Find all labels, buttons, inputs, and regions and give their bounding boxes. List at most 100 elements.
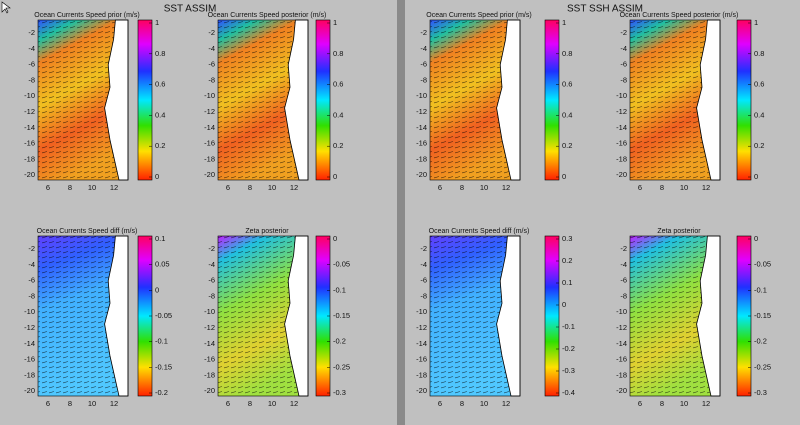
y-tick-label: -16	[24, 355, 35, 364]
y-tick-label: -4	[620, 260, 627, 269]
y-tick-label: -12	[616, 107, 627, 116]
y-tick-label: -18	[24, 370, 35, 379]
y-tick-label: -20	[416, 170, 427, 179]
colorbar-label: 0.2	[562, 141, 572, 150]
colorbar	[137, 19, 153, 181]
colorbar-label: -0.2	[562, 344, 575, 353]
x-tick-label: 12	[502, 183, 510, 192]
colorbar-label: -0.2	[333, 337, 346, 346]
y-tick-label: -14	[24, 123, 35, 132]
colorbar-label: 0.6	[333, 80, 343, 89]
colorbar-label: 0.8	[155, 49, 165, 58]
colorbar-label: 0.6	[754, 80, 764, 89]
colorbar-label: 0.2	[754, 141, 764, 150]
y-tick-label: -2	[420, 244, 427, 253]
y-tick-label: -16	[24, 139, 35, 148]
x-tick-label: 6	[226, 399, 230, 408]
colorbar-label: -0.3	[562, 366, 575, 375]
y-tick-label: -12	[24, 323, 35, 332]
y-tick-label: -14	[204, 339, 215, 348]
x-tick-label: 6	[226, 183, 230, 192]
y-tick-label: -4	[620, 44, 627, 53]
colorbar	[315, 19, 331, 181]
y-tick-label: -4	[208, 44, 215, 53]
y-tick-label: -18	[204, 154, 215, 163]
colorbar-label: 0.4	[155, 110, 165, 119]
colorbar-label: 0.05	[155, 260, 170, 269]
x-tick-label: 8	[460, 183, 464, 192]
x-tick-label: 6	[46, 183, 50, 192]
x-tick-label: 8	[660, 399, 664, 408]
x-tick-label: 12	[702, 399, 710, 408]
y-tick-label: -8	[28, 291, 35, 300]
y-tick-label: -12	[204, 107, 215, 116]
colorbar-label: 1	[333, 18, 337, 27]
y-tick-label: -14	[616, 339, 627, 348]
colorbar-label: -0.1	[562, 322, 575, 331]
x-tick-label: 10	[88, 399, 96, 408]
panel-title: Zeta posterior	[657, 228, 701, 235]
y-tick-label: -8	[208, 75, 215, 84]
panel-title: Ocean Currents Speed posterior (m/s)	[208, 12, 327, 19]
y-tick-label: -2	[420, 28, 427, 37]
y-tick-label: -16	[416, 139, 427, 148]
y-tick-label: -2	[208, 244, 215, 253]
y-tick-label: -10	[616, 307, 627, 316]
x-tick-label: 8	[460, 399, 464, 408]
map-frame	[217, 235, 309, 397]
map-frame	[629, 235, 721, 397]
colorbar	[544, 235, 560, 397]
colorbar-label: 1	[562, 18, 566, 27]
x-tick-label: 8	[248, 399, 252, 408]
y-tick-label: -4	[420, 44, 427, 53]
y-tick-label: -6	[208, 60, 215, 69]
y-tick-label: -6	[28, 60, 35, 69]
x-tick-label: 10	[480, 183, 488, 192]
y-tick-label: -6	[620, 60, 627, 69]
colorbar-label: -0.1	[754, 285, 767, 294]
y-tick-label: -2	[620, 244, 627, 253]
y-tick-label: -16	[616, 355, 627, 364]
colorbar-label: -0.15	[333, 311, 350, 320]
y-tick-label: -2	[208, 28, 215, 37]
window-title: SST ASSIM	[164, 4, 217, 15]
y-tick-label: -12	[416, 107, 427, 116]
y-tick-label: -8	[420, 291, 427, 300]
colorbar-label: -0.2	[754, 337, 767, 346]
y-tick-label: -10	[24, 91, 35, 100]
colorbar-label: -0.3	[754, 388, 767, 397]
map-frame	[629, 19, 721, 181]
x-tick-label: 12	[110, 399, 118, 408]
colorbar-label: -0.05	[333, 260, 350, 269]
y-tick-label: -2	[620, 28, 627, 37]
colorbar-label: 0.2	[155, 141, 165, 150]
y-tick-label: -4	[208, 260, 215, 269]
colorbar-label: -0.25	[754, 362, 771, 371]
x-tick-label: 6	[46, 399, 50, 408]
panel-title: Ocean Currents Speed diff (m/s)	[37, 228, 138, 235]
y-tick-label: -20	[24, 386, 35, 395]
panel-title: Ocean Currents Speed prior (m/s)	[426, 12, 531, 19]
colorbar-label: 0	[333, 172, 337, 181]
x-tick-label: 6	[438, 399, 442, 408]
y-tick-label: -10	[204, 307, 215, 316]
y-tick-label: -2	[28, 244, 35, 253]
y-tick-label: -6	[208, 276, 215, 285]
x-tick-label: 10	[480, 399, 488, 408]
y-tick-label: -8	[420, 75, 427, 84]
colorbar-label: 0.6	[562, 80, 572, 89]
y-tick-label: -8	[28, 75, 35, 84]
y-tick-label: -18	[416, 154, 427, 163]
x-tick-label: 8	[660, 183, 664, 192]
colorbar-label: 0.6	[155, 80, 165, 89]
x-tick-label: 10	[680, 183, 688, 192]
y-tick-label: -12	[616, 323, 627, 332]
y-tick-label: -10	[416, 91, 427, 100]
y-tick-label: -14	[416, 123, 427, 132]
y-tick-label: -14	[616, 123, 627, 132]
y-tick-label: -16	[204, 355, 215, 364]
colorbar-label: 0	[562, 300, 566, 309]
colorbar-label: 0.2	[562, 256, 572, 265]
y-tick-label: -18	[24, 154, 35, 163]
panel-title: Zeta posterior	[245, 228, 289, 235]
